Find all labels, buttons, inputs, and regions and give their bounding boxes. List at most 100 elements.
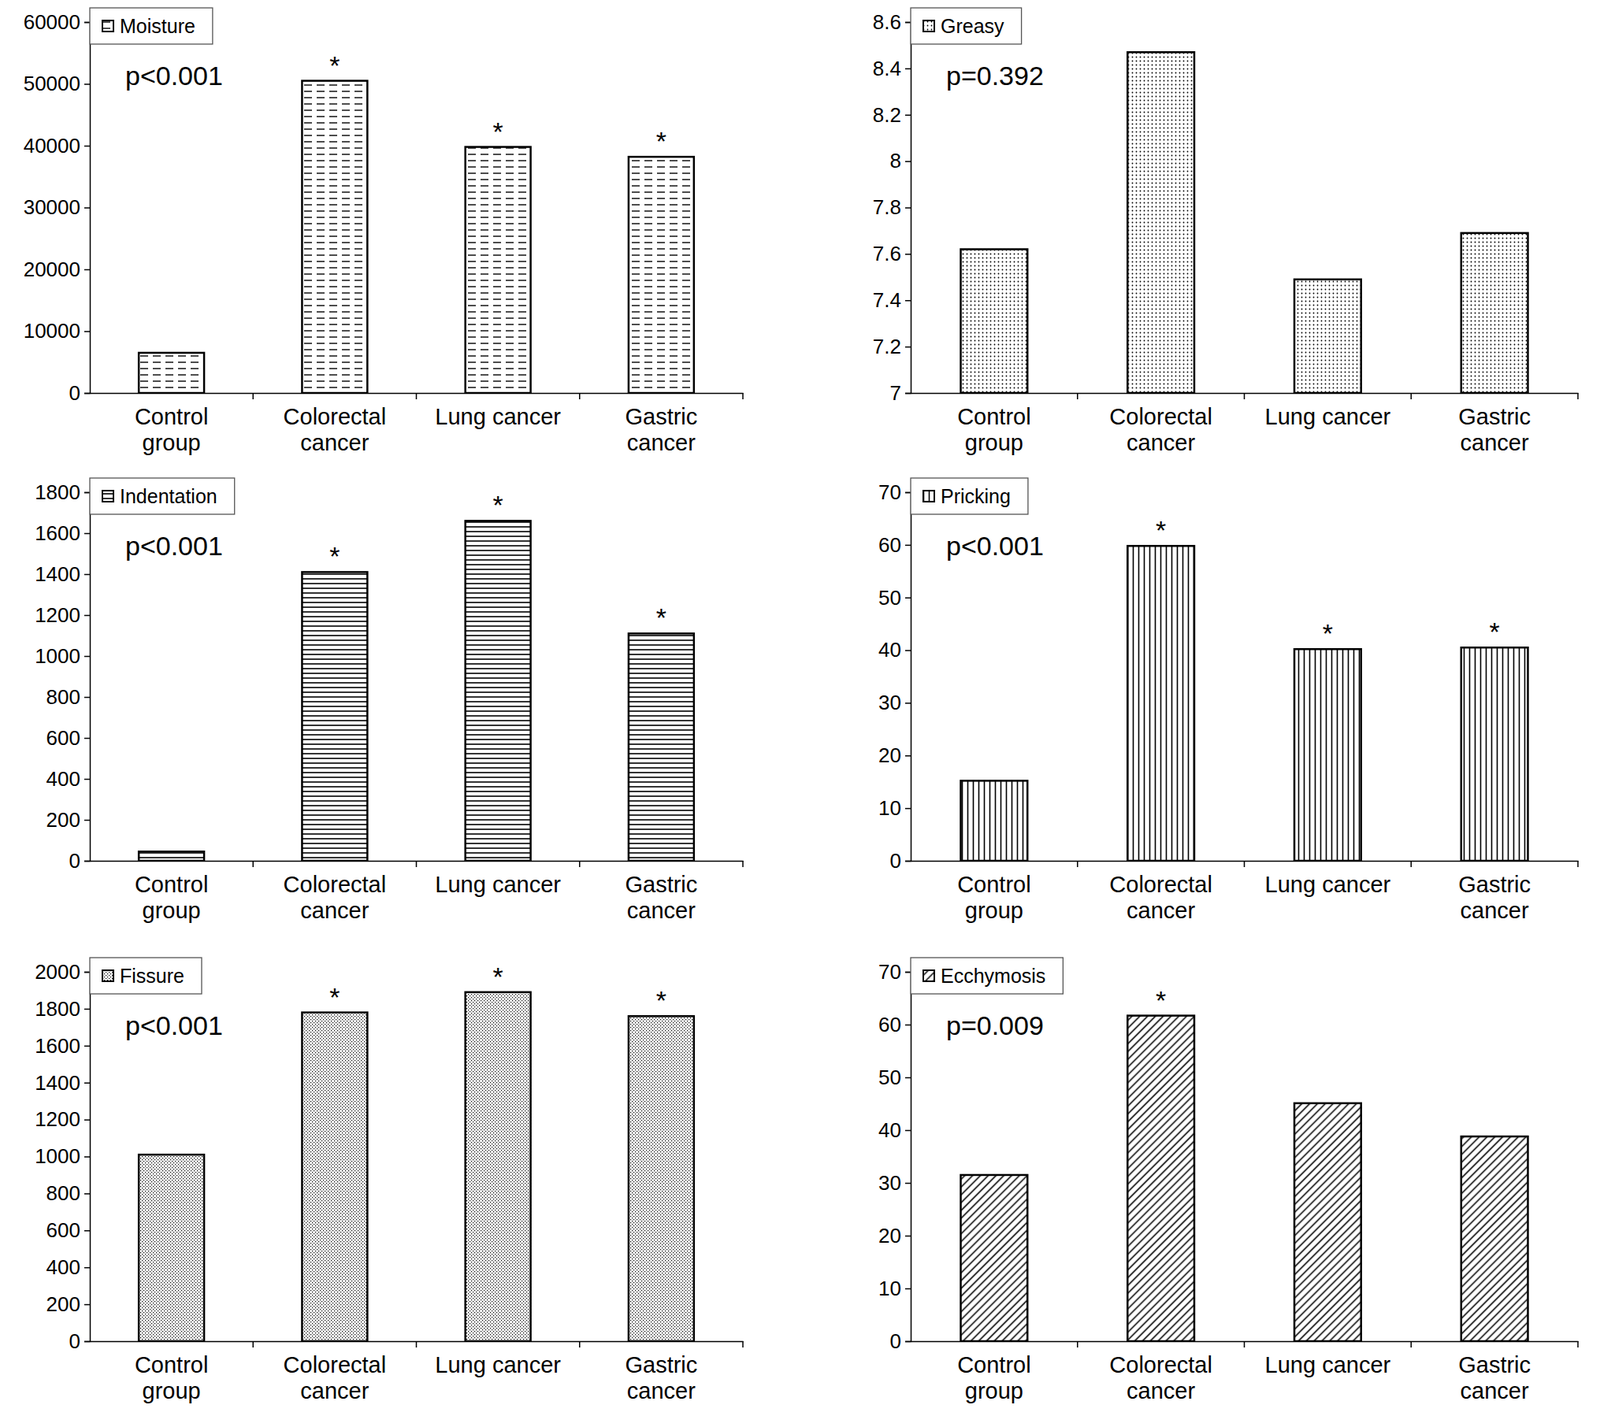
bars bbox=[961, 51, 1529, 394]
category-separator bbox=[415, 1341, 418, 1348]
y-tick-label: 70 bbox=[878, 480, 902, 505]
legend-swatch bbox=[923, 970, 935, 982]
p-value: p=0.392 bbox=[946, 60, 1044, 91]
y-tick-label: 1200 bbox=[34, 603, 81, 628]
bar bbox=[1127, 1016, 1195, 1342]
bar bbox=[961, 780, 1029, 862]
legend-box bbox=[89, 957, 202, 995]
bar bbox=[1461, 1136, 1529, 1342]
x-tick-label-line: Control bbox=[134, 872, 209, 898]
y-tick-label: 7.6 bbox=[872, 241, 902, 266]
y-tick-mark bbox=[84, 656, 90, 658]
y-axis-line bbox=[84, 972, 91, 1343]
legend-swatch bbox=[923, 490, 935, 502]
x-tick-label: Lung cancer bbox=[1265, 1352, 1392, 1378]
x-tick-label-line: cancer bbox=[627, 430, 696, 456]
bar bbox=[628, 1016, 695, 1342]
x-tick-label-line: cancer bbox=[627, 898, 696, 924]
x-tick-label: Controlgroup bbox=[957, 1352, 1032, 1404]
p-value: p<0.001 bbox=[125, 530, 223, 561]
y-tick: 30 bbox=[878, 1171, 911, 1196]
y-tick: 0 bbox=[69, 849, 90, 873]
x-tick: Controlgroup bbox=[957, 1341, 1032, 1404]
y-tick: 7.4 bbox=[872, 288, 911, 312]
bar bbox=[1294, 279, 1362, 394]
y-tick-mark bbox=[84, 1156, 90, 1159]
x-tick: Colorectalcancer bbox=[1109, 1341, 1213, 1404]
category-separator bbox=[1243, 1341, 1246, 1348]
x-tick-label-line: Lung cancer bbox=[434, 1352, 561, 1378]
y-tick-label: 600 bbox=[46, 1218, 81, 1243]
y-axis-line bbox=[905, 972, 912, 1343]
bar bbox=[301, 81, 368, 394]
significance-star: * bbox=[656, 985, 667, 1016]
y-tick-mark bbox=[84, 1304, 90, 1307]
y-tick-label: 8.4 bbox=[872, 56, 902, 81]
x-tick-label: Controlgroup bbox=[134, 1352, 209, 1404]
category-separator bbox=[1410, 861, 1413, 868]
panel: 010203040506070ControlgroupColorectalcan… bbox=[878, 478, 1578, 924]
x-tick-label: Controlgroup bbox=[134, 404, 209, 456]
bar bbox=[1127, 545, 1195, 862]
y-tick-label: 70 bbox=[878, 960, 902, 984]
y-tick-mark bbox=[905, 702, 911, 705]
legend-box bbox=[89, 478, 235, 515]
y-tick: 7 bbox=[890, 381, 911, 405]
x-tick-label-line: Gastric bbox=[624, 872, 698, 898]
y-tick: 40 bbox=[878, 1118, 911, 1143]
legend: Indentation bbox=[89, 478, 235, 515]
y-axis: 0200400600800100012001400160018002000 bbox=[34, 960, 90, 1354]
y-tick: 70 bbox=[878, 960, 911, 984]
y-tick: 10 bbox=[878, 1277, 911, 1301]
y-axis: 020040060080010001200140016001800 bbox=[34, 480, 90, 873]
y-tick-label: 40000 bbox=[23, 133, 81, 158]
y-tick: 2000 bbox=[34, 960, 90, 984]
legend-swatch bbox=[102, 490, 114, 502]
y-tick-label: 7.8 bbox=[872, 195, 902, 220]
y-tick-mark bbox=[905, 1077, 911, 1080]
y-tick-mark bbox=[905, 393, 911, 395]
y-axis-line bbox=[905, 493, 912, 862]
category-separator bbox=[579, 393, 581, 400]
y-tick-mark bbox=[905, 115, 911, 117]
x-tick-label: Gastriccancer bbox=[1458, 404, 1531, 456]
x-tick-label: Lung cancer bbox=[434, 404, 561, 430]
legend-label: Ecchymosis bbox=[940, 965, 1046, 988]
bar bbox=[1461, 233, 1529, 394]
y-axis: 77.27.47.67.888.28.48.6 bbox=[872, 10, 912, 405]
y-tick: 30000 bbox=[23, 195, 90, 220]
y-tick-mark bbox=[84, 1341, 90, 1344]
y-tick-label: 1200 bbox=[34, 1107, 81, 1132]
y-tick-label: 2000 bbox=[34, 960, 81, 984]
y-tick: 60000 bbox=[23, 10, 90, 34]
y-axis: 010203040506070 bbox=[878, 480, 911, 873]
y-tick: 1200 bbox=[34, 603, 90, 628]
category-separator bbox=[252, 861, 255, 868]
y-tick-label: 50 bbox=[878, 586, 902, 610]
x-tick-label: Gastriccancer bbox=[1458, 1352, 1531, 1404]
x-tick-label: Gastriccancer bbox=[624, 404, 698, 456]
bar bbox=[1127, 51, 1195, 394]
p-value: p=0.009 bbox=[946, 1010, 1044, 1041]
y-tick-mark bbox=[84, 1193, 90, 1196]
category-separator bbox=[1243, 861, 1246, 868]
y-tick: 400 bbox=[46, 1255, 90, 1280]
y-tick: 8.6 bbox=[872, 10, 911, 34]
y-tick-mark bbox=[905, 1288, 911, 1291]
bar bbox=[1461, 647, 1529, 862]
x-axis: Controlgroup Colorectalcancer Lung cancer G… bbox=[911, 1341, 1579, 1404]
significance-star: * bbox=[329, 541, 340, 572]
category-separator bbox=[1410, 1341, 1413, 1348]
x-tick: Controlgroup bbox=[957, 861, 1032, 924]
x-tick-label: Colorectalcancer bbox=[1109, 1352, 1213, 1404]
y-tick-label: 1400 bbox=[34, 1071, 81, 1096]
bars bbox=[138, 992, 695, 1342]
y-tick: 0 bbox=[890, 849, 911, 873]
y-tick-label: 8.6 bbox=[872, 10, 902, 34]
bar bbox=[301, 571, 368, 862]
bars bbox=[961, 1016, 1529, 1342]
x-tick-label-line: Lung cancer bbox=[1265, 404, 1392, 430]
y-tick-mark bbox=[905, 1130, 911, 1133]
bar bbox=[628, 633, 695, 862]
y-tick-label: 10 bbox=[878, 1277, 902, 1301]
